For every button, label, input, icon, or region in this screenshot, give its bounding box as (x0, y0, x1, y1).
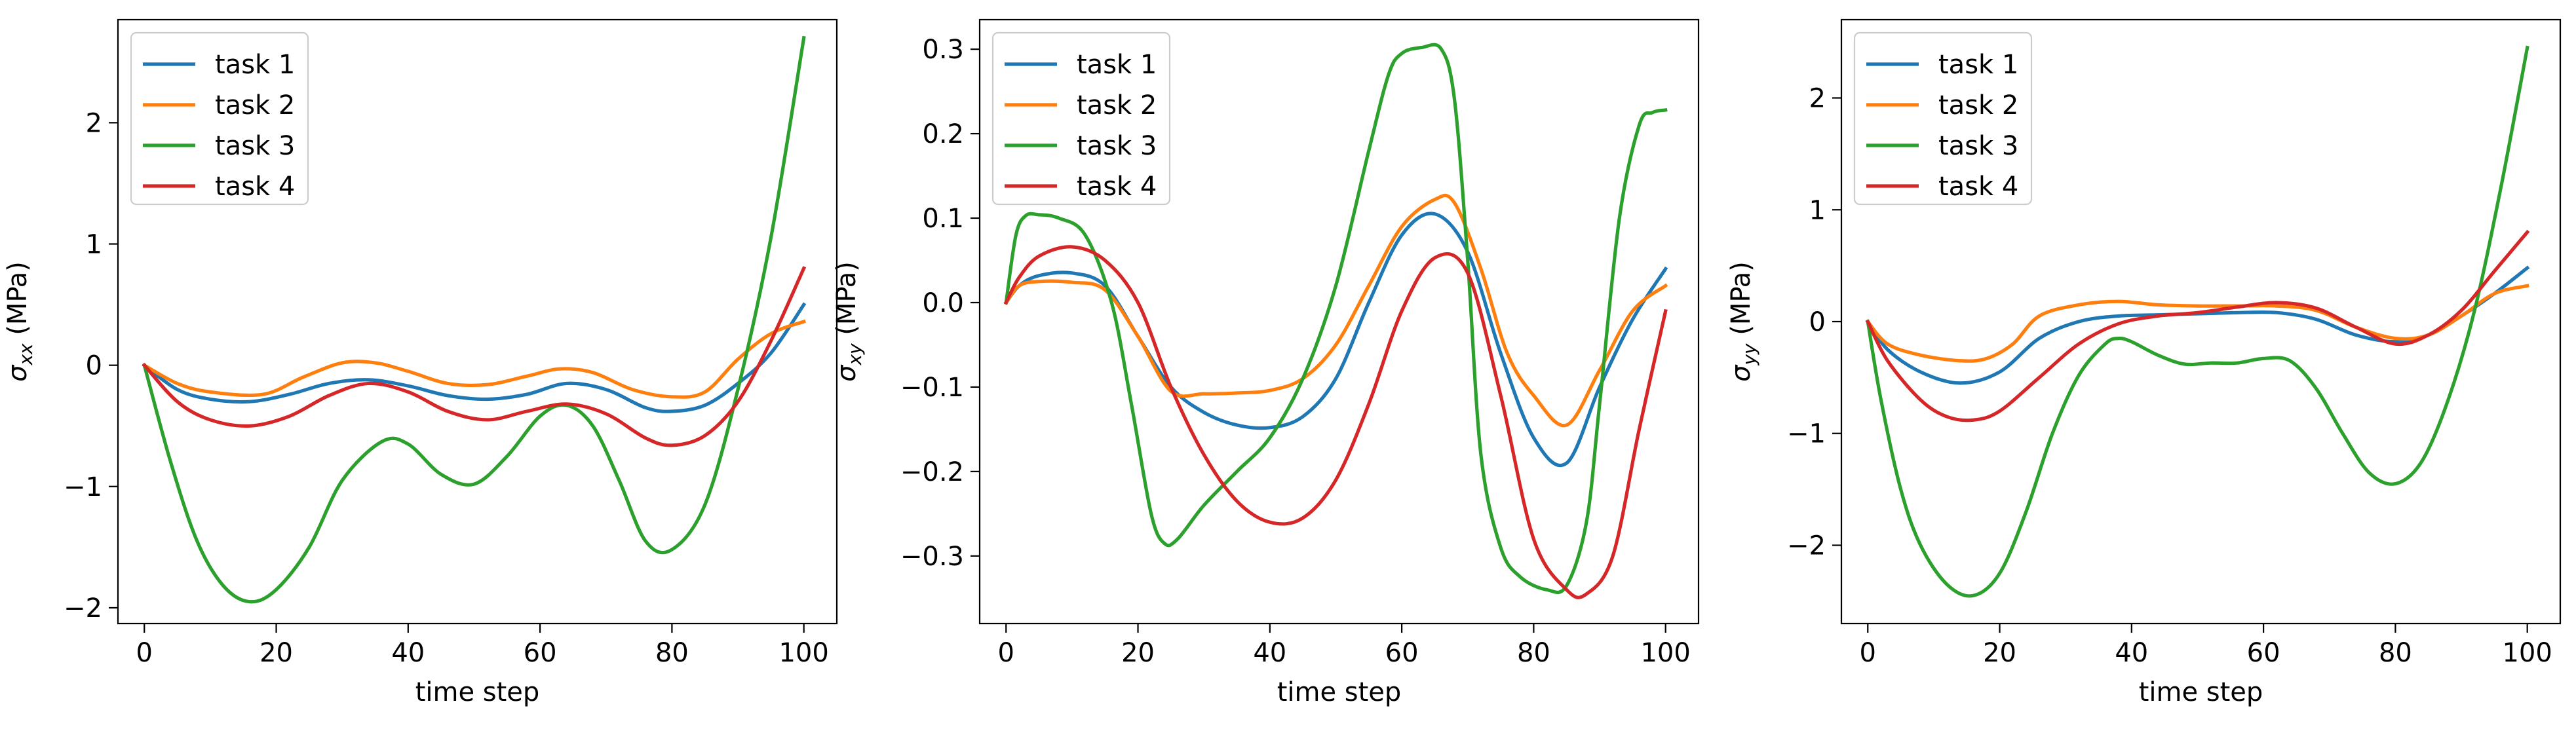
x-tick-label: 100 (779, 638, 828, 668)
x-tick-label: 40 (2115, 638, 2148, 668)
x-tick-label: 0 (1860, 638, 1876, 668)
legend: task 1 task 2 task 3 task 4 (130, 31, 309, 206)
series-line-task-3 (1866, 45, 2529, 598)
series-line-task-1 (142, 302, 807, 413)
series-line-task-2 (1865, 284, 2529, 363)
legend-label-task-1: task 1 (1938, 50, 2018, 80)
legend-box (130, 31, 309, 206)
y-tick-label: 0 (1809, 307, 1826, 337)
y-tick-label: −0.1 (900, 373, 964, 403)
series-line-task-4 (142, 266, 807, 447)
y-tick-label: 2 (1809, 84, 1826, 114)
series-line-task-2 (142, 319, 807, 399)
legend-box (1853, 31, 2033, 206)
legend-label-task-4: task 4 (1938, 172, 2018, 202)
y-tick-label: 0.1 (922, 204, 964, 234)
legend: task 1 task 2 task 3 task 4 (1853, 31, 2033, 206)
legend-label-task-3: task 3 (1077, 131, 1157, 161)
legend-label-task-4: task 4 (215, 172, 295, 202)
legend-label-task-4: task 4 (1077, 172, 1157, 202)
y-tick-label: 2 (86, 108, 102, 138)
series-lines (142, 35, 807, 604)
y-tick-label: 1 (86, 230, 102, 260)
x-axis-label: time step (1277, 677, 1402, 707)
x-tick-label: 80 (1517, 638, 1550, 668)
x-axis-label: time step (415, 677, 540, 707)
series-line-task-1 (1003, 212, 1668, 468)
y-tick-label: 0.2 (922, 119, 964, 149)
x-tick-label: 20 (1983, 638, 2016, 668)
legend-box (991, 31, 1171, 206)
series-line-task-4 (1003, 245, 1668, 599)
series-line-task-2 (1003, 193, 1668, 428)
x-tick-label: 80 (2379, 638, 2412, 668)
x-tick-label: 0 (136, 638, 153, 668)
x-axis-label: time step (2139, 677, 2263, 707)
y-axis-label: σyy (MPa) (1726, 261, 1760, 382)
series-line-task-3 (1004, 43, 1668, 595)
x-tick-label: 60 (2247, 638, 2280, 668)
x-tick-label: 60 (524, 638, 557, 668)
plot-frame (117, 18, 838, 625)
chart-sigma-yy: 0 20 40 60 80 100 −2 −1 0 1 2 time step σyy (MPa) tas… (1726, 18, 2562, 707)
x-tick-label: 20 (260, 638, 293, 668)
y-tick-label: 0.3 (922, 35, 964, 65)
y-axis-label: σxy (MPa) (832, 261, 866, 382)
y-tick-label: −1 (1787, 419, 1826, 449)
y-tick-label: −2 (1787, 531, 1826, 561)
legend: task 1 task 2 task 3 task 4 (991, 31, 1171, 206)
y-tick-label: 0.0 (922, 288, 964, 318)
y-tick-label: 0 (86, 351, 102, 381)
x-tick-label: 80 (655, 638, 689, 668)
y-axis-label: σxx (MPa) (3, 261, 37, 382)
y-tick-label: −0.2 (900, 457, 964, 487)
series-line-task-1 (1865, 265, 2530, 385)
y-tick-label: −1 (64, 472, 102, 502)
x-tick-label: 40 (1253, 638, 1286, 668)
legend-label-task-1: task 1 (1077, 50, 1157, 80)
legend-label-task-1: task 1 (215, 50, 295, 80)
legend-label-task-2: task 2 (215, 90, 295, 121)
x-tick-label: 100 (2502, 638, 2552, 668)
x-tick-label: 0 (998, 638, 1014, 668)
x-tick-label: 100 (1640, 638, 1690, 668)
y-tick-label: −0.3 (900, 542, 964, 572)
legend-label-task-2: task 2 (1077, 90, 1157, 121)
chart-sigma-xx: 0 20 40 60 80 100 −2 −1 0 1 2 time step σxx (MPa) tas… (3, 18, 838, 707)
y-tick-label: 1 (1809, 195, 1826, 225)
y-tick-label: −2 (64, 593, 102, 624)
series-line-task-3 (142, 35, 806, 604)
legend-label-task-3: task 3 (1938, 131, 2018, 161)
x-tick-label: 60 (1385, 638, 1419, 668)
chart-sigma-xy: 0 20 40 60 80 100 −0.3 −0.2 −0.1 0.0 0.1 0.2 0.3 time… (832, 18, 1700, 707)
x-tick-label: 40 (391, 638, 425, 668)
series-lines (1865, 45, 2530, 598)
plot-frame (978, 18, 1700, 625)
legend-label-task-3: task 3 (215, 131, 295, 161)
x-tick-label: 20 (1121, 638, 1155, 668)
series-line-task-4 (1865, 229, 2530, 422)
series-lines (1003, 43, 1668, 599)
legend-label-task-2: task 2 (1938, 90, 2018, 121)
